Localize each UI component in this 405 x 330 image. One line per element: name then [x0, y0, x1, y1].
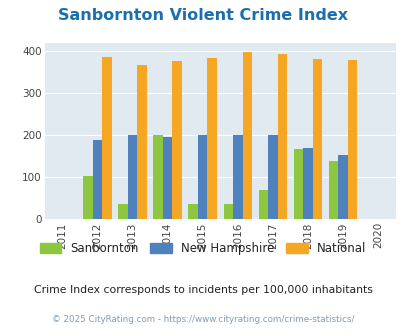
Bar — [312, 59, 322, 219]
Bar — [338, 155, 347, 219]
Text: Crime Index corresponds to incidents per 100,000 inhabitants: Crime Index corresponds to incidents per… — [34, 285, 371, 295]
Bar — [188, 204, 198, 219]
Bar — [137, 65, 146, 219]
Bar — [232, 135, 242, 219]
Legend: Sanbornton, New Hampshire, National: Sanbornton, New Hampshire, National — [35, 237, 370, 260]
Bar — [92, 141, 102, 219]
Bar — [242, 52, 252, 219]
Bar — [207, 58, 216, 219]
Bar — [153, 135, 162, 219]
Bar — [293, 149, 303, 219]
Bar — [102, 57, 111, 219]
Text: © 2025 CityRating.com - https://www.cityrating.com/crime-statistics/: © 2025 CityRating.com - https://www.city… — [51, 315, 354, 324]
Text: Sanbornton Violent Crime Index: Sanbornton Violent Crime Index — [58, 8, 347, 23]
Bar — [83, 176, 92, 219]
Bar — [128, 135, 137, 219]
Bar — [303, 148, 312, 219]
Bar — [347, 60, 356, 219]
Bar — [223, 204, 232, 219]
Bar — [172, 60, 181, 219]
Bar — [268, 135, 277, 219]
Bar — [198, 135, 207, 219]
Bar — [277, 54, 286, 219]
Bar — [328, 161, 338, 219]
Bar — [258, 190, 268, 219]
Bar — [118, 204, 128, 219]
Bar — [162, 137, 172, 219]
